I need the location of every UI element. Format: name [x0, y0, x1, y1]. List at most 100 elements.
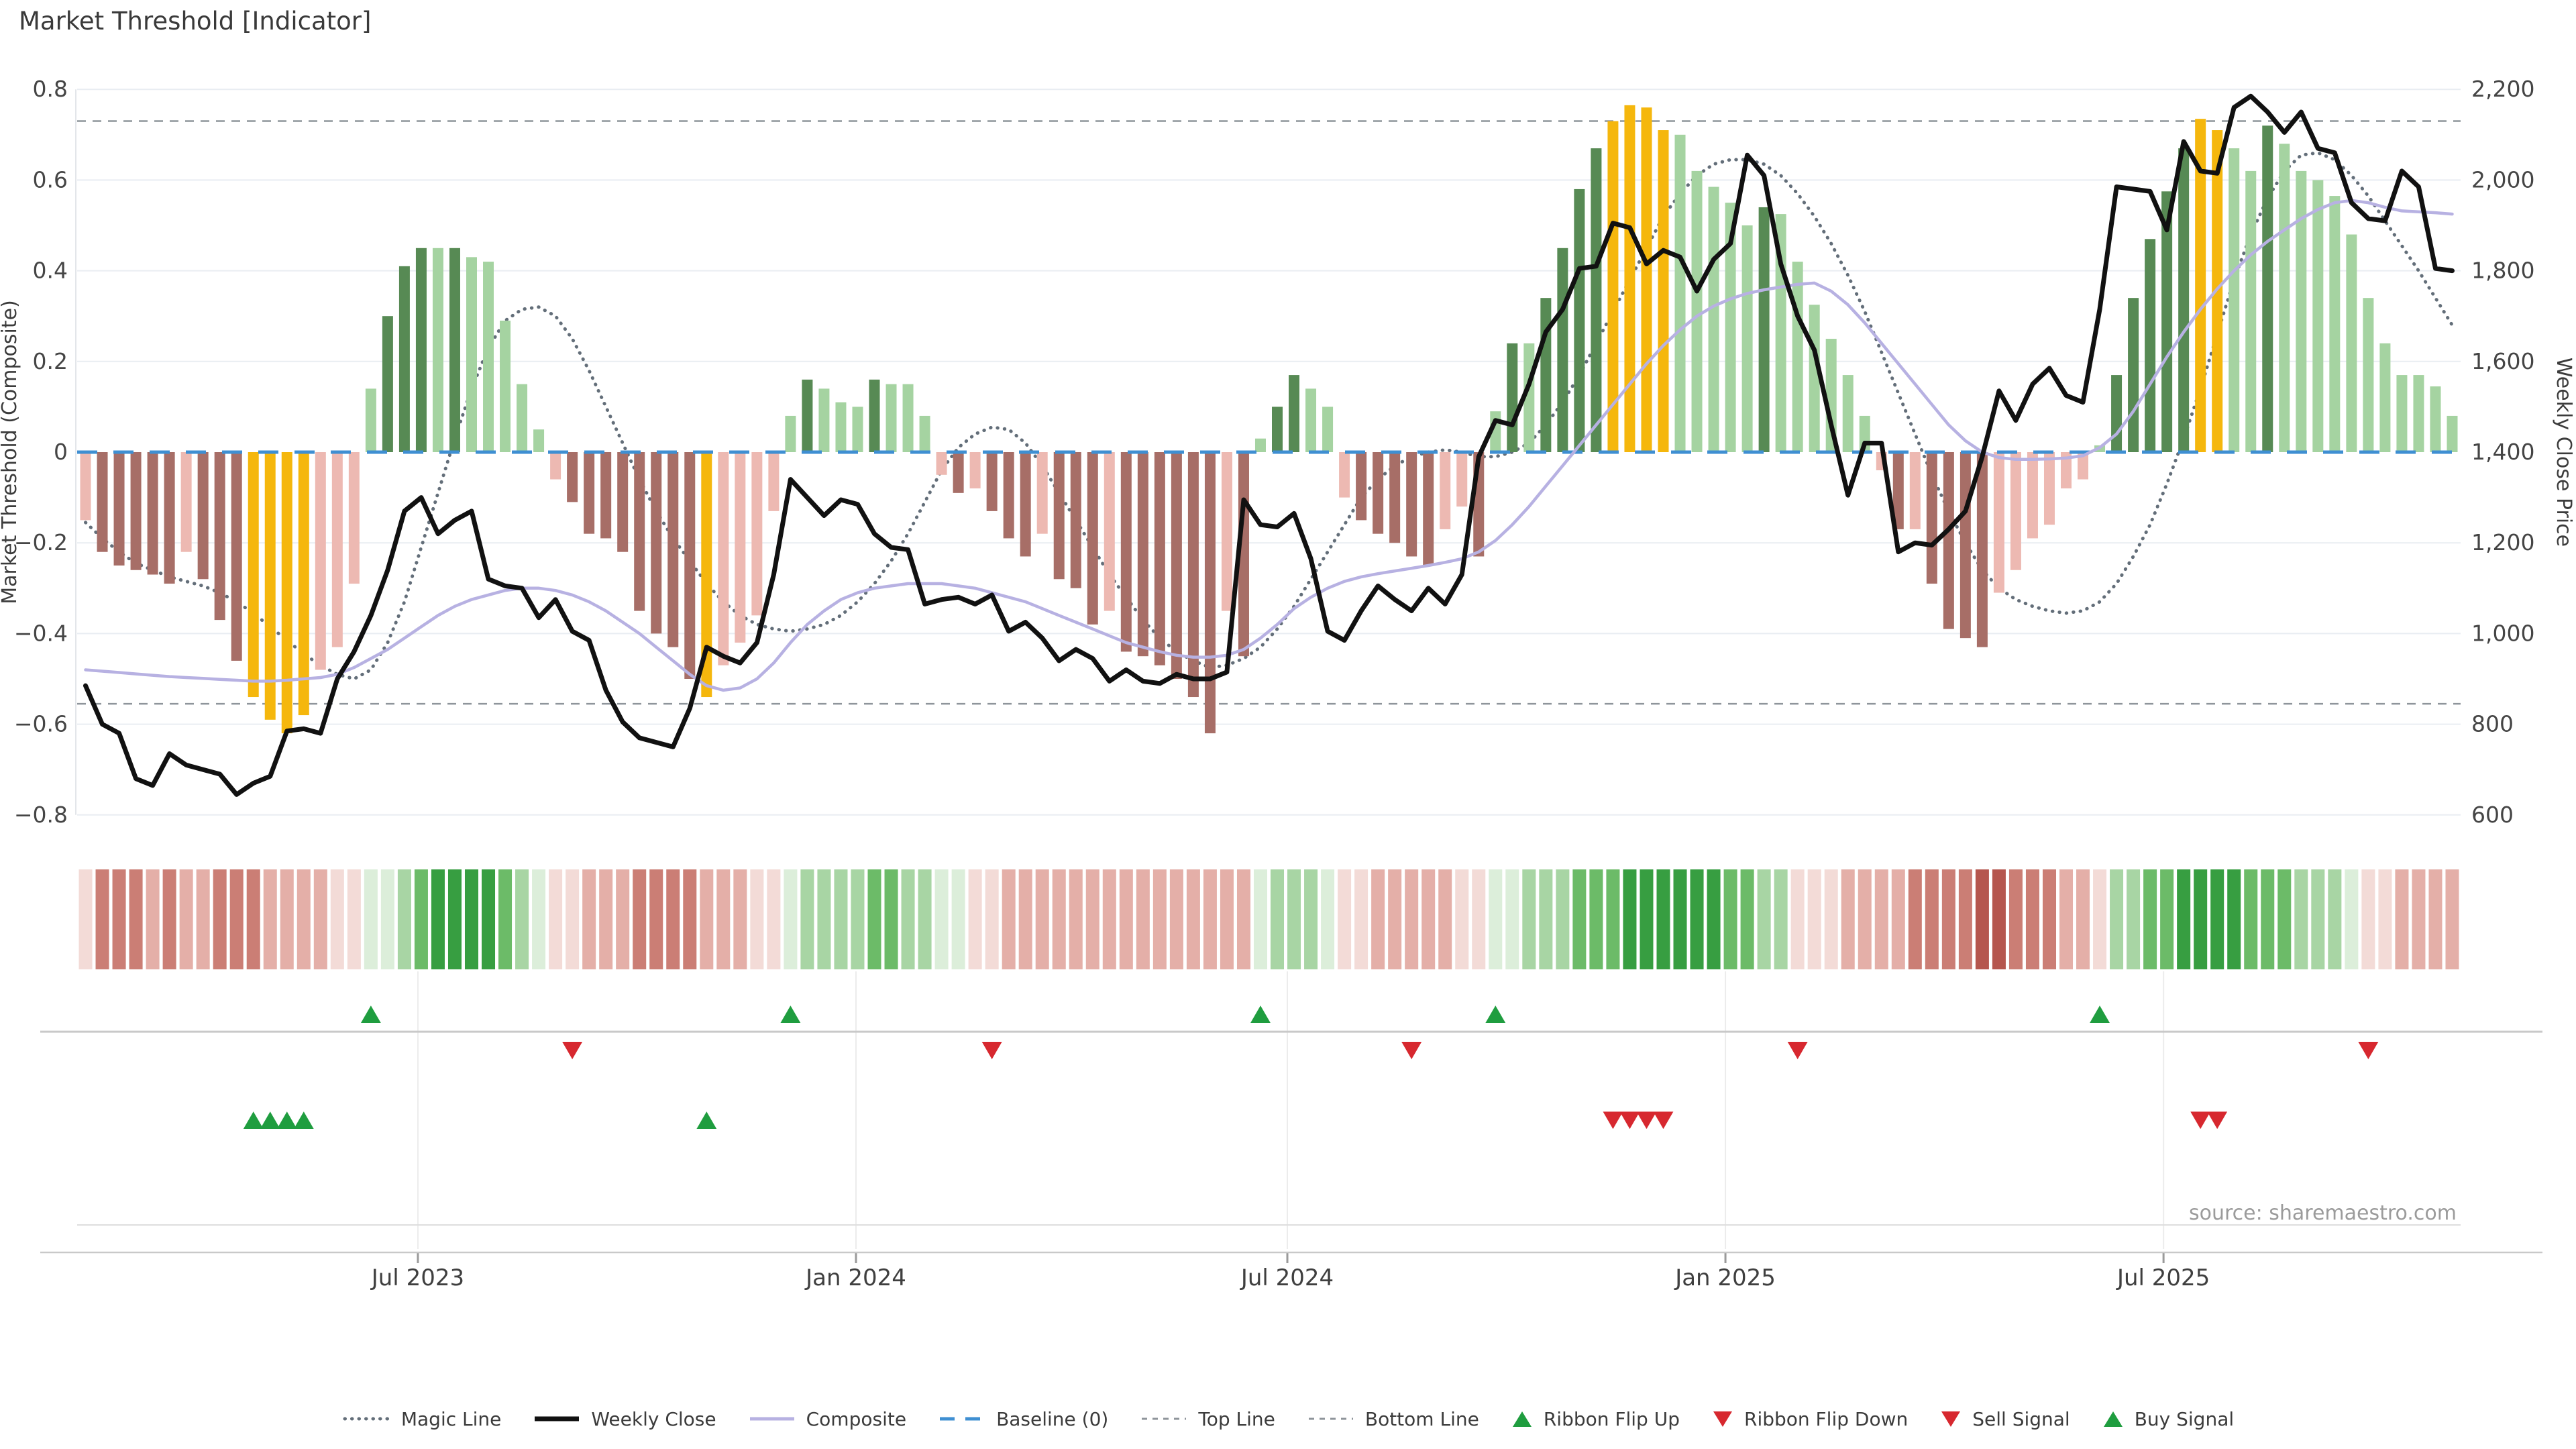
legend-item-ribbon-flip-up[interactable]: Ribbon Flip Up	[1510, 1407, 1680, 1430]
histogram-bar	[2396, 375, 2408, 452]
dotted-line-icon	[1308, 1417, 1353, 1420]
histogram-bar	[2229, 148, 2240, 452]
ribbon-cell	[1656, 869, 1670, 969]
composite-line	[84, 199, 2454, 692]
sell-signal-marker	[2190, 1112, 2211, 1129]
ribbon-flip-down-marker	[1787, 1042, 1808, 1059]
histogram-bar	[1322, 407, 1334, 452]
histogram-bar	[1020, 452, 1031, 557]
ribbon-cell	[1807, 869, 1821, 969]
ribbon-cell	[2311, 869, 2325, 969]
ribbon-cell	[1388, 869, 1402, 969]
ribbon-cell	[1489, 869, 1503, 969]
ribbon-cell	[1236, 869, 1250, 969]
indicator-chart: Jul 2023 Jan 2024 Jul 2024 Jan 2025 Jul 2025…	[0, 76, 2575, 1291]
ribbon-cell	[666, 869, 680, 969]
ribbon-cell	[1287, 869, 1301, 969]
y-axis-right-label: 1,800	[2471, 258, 2534, 284]
left-axis-title: Market Threshold (Composite)	[0, 300, 21, 604]
ribbon-cell	[1556, 869, 1570, 969]
y-axis-left-label: 0.6	[33, 166, 68, 193]
histogram-bar	[1607, 121, 1619, 452]
histogram-bar	[1070, 452, 1081, 588]
ribbon-cell	[1606, 869, 1620, 969]
histogram-bar	[902, 384, 914, 452]
legend-item-top-line[interactable]: Top Line	[1139, 1407, 1275, 1430]
weekly-close-line	[83, 93, 2455, 797]
histogram-bar	[1741, 225, 1753, 452]
ribbon-cell	[1304, 869, 1318, 969]
ribbon-cell	[2395, 869, 2409, 969]
histogram-bar	[1624, 105, 1635, 453]
ribbon-cell	[2345, 869, 2359, 969]
source-note: source: sharemaestro.com	[2189, 1201, 2457, 1225]
histogram-bar	[634, 452, 645, 611]
ribbon-cell	[968, 869, 982, 969]
ribbon-cell	[1472, 869, 1486, 969]
y-axis-left-label: −0.8	[14, 802, 68, 828]
histogram-bar	[550, 452, 561, 480]
histogram-bar	[1557, 248, 1568, 452]
ribbon-cell	[2093, 869, 2107, 969]
legend-item-bottom-line[interactable]: Bottom Line	[1306, 1407, 1479, 1430]
solid-line-icon	[749, 1417, 794, 1421]
histogram-bar	[2161, 191, 2173, 452]
legend-item-magic-line[interactable]: Magic Line	[342, 1407, 501, 1430]
histogram-bar	[2379, 343, 2391, 452]
ribbon-flip-up-marker	[360, 1006, 381, 1023]
x-axis-label: Jul 2025	[2116, 1265, 2210, 1291]
buy-signal-marker	[276, 1112, 297, 1129]
y-axis-right-label: 800	[2471, 711, 2514, 737]
histogram-bar	[2111, 375, 2123, 452]
histogram-bar	[2078, 452, 2089, 480]
ribbon-cell	[1941, 869, 1955, 969]
ribbon-cell	[2025, 869, 2039, 969]
ribbon-cell	[1874, 869, 1888, 969]
ribbon-cell	[1253, 869, 1267, 969]
histogram-bar	[1036, 452, 1048, 534]
ribbon-flip-down-marker	[2358, 1042, 2379, 1059]
y-axis-left-label: 0.2	[33, 348, 68, 374]
magic-line	[84, 151, 2454, 681]
histogram-bar	[919, 415, 930, 452]
histogram-bar	[768, 452, 780, 511]
ribbon-cell	[1774, 869, 1788, 969]
histogram-bar	[1053, 452, 1065, 580]
legend-item-composite[interactable]: Composite	[747, 1407, 906, 1430]
ribbon-cell	[2110, 869, 2124, 969]
ribbon-cell	[2059, 869, 2074, 969]
histogram-bar	[1909, 452, 1921, 529]
histogram-bar	[164, 452, 175, 584]
legend-item-weekly-close[interactable]: Weekly Close	[532, 1407, 716, 1430]
ribbon-flip-up-marker	[1485, 1006, 1506, 1023]
ribbon-cell	[498, 869, 513, 969]
ribbon-cell	[1018, 869, 1032, 969]
ribbon-cell	[2076, 869, 2090, 969]
y-axis-left-label: 0.4	[33, 258, 68, 284]
legend-item-ribbon-flip-down[interactable]: Ribbon Flip Down	[1711, 1407, 1908, 1430]
histogram-bar	[1540, 298, 1552, 452]
histogram-bar	[1725, 203, 1736, 452]
ribbon-cell	[347, 869, 361, 969]
histogram-bar	[281, 452, 292, 734]
histogram-bar	[785, 415, 796, 452]
legend-item-baseline-0-[interactable]: Baseline (0)	[937, 1407, 1108, 1430]
buy-signal-marker	[243, 1112, 264, 1129]
ribbon-flip-up-marker	[780, 1006, 801, 1023]
histogram-bar	[80, 452, 91, 521]
histogram-bar	[1289, 375, 1300, 452]
ribbon-cell	[2177, 869, 2191, 969]
sell-signal-marker	[2207, 1112, 2228, 1129]
ribbon-cell	[1354, 869, 1368, 969]
legend-item-buy-signal[interactable]: Buy Signal	[2101, 1407, 2234, 1430]
histogram-bar	[1339, 452, 1350, 498]
ribbon-cell	[2428, 869, 2443, 969]
histogram-bar	[584, 452, 595, 534]
ribbon-cell	[1338, 869, 1352, 969]
histogram-bar	[969, 452, 981, 489]
ribbon-cell	[1723, 869, 1737, 969]
ribbon-cell	[1002, 869, 1016, 969]
histogram-bar	[466, 257, 477, 452]
histogram-bar	[147, 452, 158, 575]
legend-item-sell-signal[interactable]: Sell Signal	[1939, 1407, 2070, 1430]
